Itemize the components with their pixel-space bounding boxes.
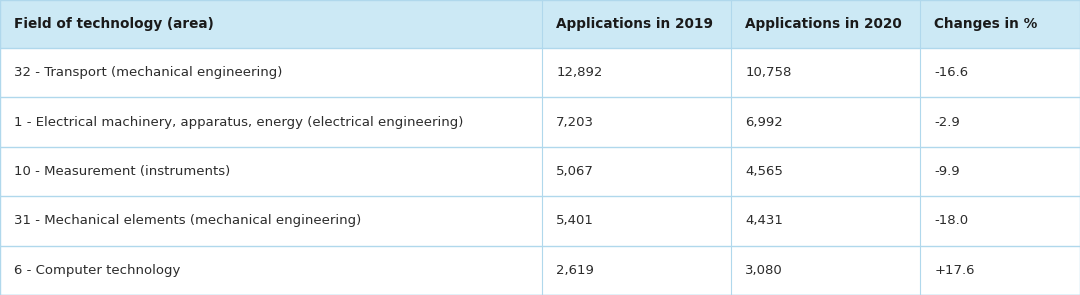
Text: 5,401: 5,401 <box>556 214 594 227</box>
Text: 4,565: 4,565 <box>745 165 783 178</box>
Text: 32 - Transport (mechanical engineering): 32 - Transport (mechanical engineering) <box>14 66 282 79</box>
Bar <box>0 97 1080 147</box>
Bar <box>0 196 1080 246</box>
Text: 2,619: 2,619 <box>556 264 594 277</box>
Text: -18.0: -18.0 <box>934 214 969 227</box>
Text: 5,067: 5,067 <box>556 165 594 178</box>
Text: 6 - Computer technology: 6 - Computer technology <box>14 264 180 277</box>
Text: 1 - Electrical machinery, apparatus, energy (electrical engineering): 1 - Electrical machinery, apparatus, ene… <box>14 116 463 129</box>
Text: 12,892: 12,892 <box>556 66 603 79</box>
Bar <box>0 48 1080 97</box>
Bar <box>0 246 1080 295</box>
Bar <box>0 0 1080 48</box>
Text: 7,203: 7,203 <box>556 116 594 129</box>
Text: Applications in 2020: Applications in 2020 <box>745 17 902 31</box>
Text: Applications in 2019: Applications in 2019 <box>556 17 713 31</box>
Text: 31 - Mechanical elements (mechanical engineering): 31 - Mechanical elements (mechanical eng… <box>14 214 362 227</box>
Text: Field of technology (area): Field of technology (area) <box>14 17 214 31</box>
Text: -9.9: -9.9 <box>934 165 960 178</box>
Text: 10 - Measurement (instruments): 10 - Measurement (instruments) <box>14 165 230 178</box>
Text: 6,992: 6,992 <box>745 116 783 129</box>
Text: +17.6: +17.6 <box>934 264 975 277</box>
Text: 10,758: 10,758 <box>745 66 792 79</box>
Text: 3,080: 3,080 <box>745 264 783 277</box>
Text: Changes in %: Changes in % <box>934 17 1038 31</box>
Bar <box>0 147 1080 196</box>
Text: -16.6: -16.6 <box>934 66 969 79</box>
Text: -2.9: -2.9 <box>934 116 960 129</box>
Text: 4,431: 4,431 <box>745 214 783 227</box>
